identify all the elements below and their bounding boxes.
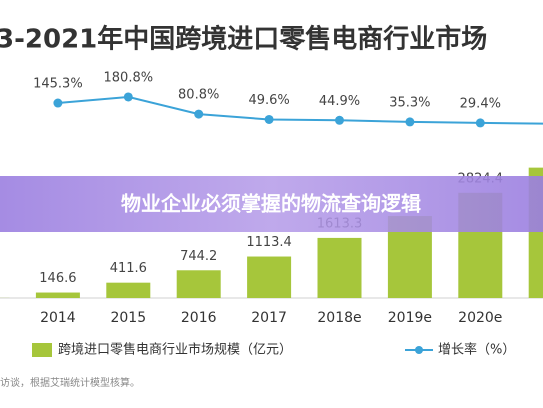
line-value-label: 145.3%: [33, 77, 83, 92]
x-tick-label: 2020e: [458, 310, 502, 326]
line-value-label: 180.8%: [104, 70, 154, 85]
bar-value-label: 146.6: [39, 271, 76, 286]
line-point: [194, 109, 204, 119]
line-value-label: 29.4%: [460, 96, 501, 111]
bar: [247, 256, 292, 298]
bar: [106, 282, 151, 298]
x-tick-label: 2018e: [317, 310, 361, 326]
chart-title: 3-2021年中国跨境进口零售电商行业市场: [0, 24, 487, 55]
line-value-label: 35.3%: [389, 95, 430, 110]
legend-swatch: [32, 343, 52, 357]
source-note: 访谈，根据艾瑞统计模型核算。: [0, 376, 140, 389]
bar-value-label: 411.6: [110, 261, 147, 276]
x-tick-label: 2015: [110, 310, 146, 326]
line-point: [405, 117, 415, 127]
legend-label: 跨境进口零售电商行业市场规模（亿元）: [58, 342, 292, 358]
x-tick-label: 2014: [40, 310, 76, 326]
bar: [317, 237, 362, 298]
line-point: [53, 98, 63, 108]
bar-value-label: 744.2: [180, 249, 217, 264]
line-value-label: 44.9%: [319, 94, 360, 109]
legend-label: 增长率（%）: [438, 342, 515, 358]
banner: [0, 176, 543, 232]
bar-value-label: 1113.4: [246, 235, 292, 250]
x-tick-label: 2017: [251, 310, 287, 326]
x-tick-label: 2016: [181, 310, 217, 326]
line-point: [475, 118, 485, 128]
bar: [176, 270, 221, 298]
line-value-label: 80.8%: [178, 88, 219, 103]
line: [57, 95, 543, 125]
line-value-label: 49.6%: [248, 93, 289, 108]
line-point: [123, 92, 133, 102]
line-point: [264, 114, 274, 124]
bar: [35, 292, 80, 298]
legend-swatch: [415, 346, 423, 354]
x-tick-label: 2019e: [388, 310, 432, 326]
banner-text: 物业企业必须掌握的物流查询逻辑: [121, 192, 421, 216]
line-point: [335, 115, 344, 125]
